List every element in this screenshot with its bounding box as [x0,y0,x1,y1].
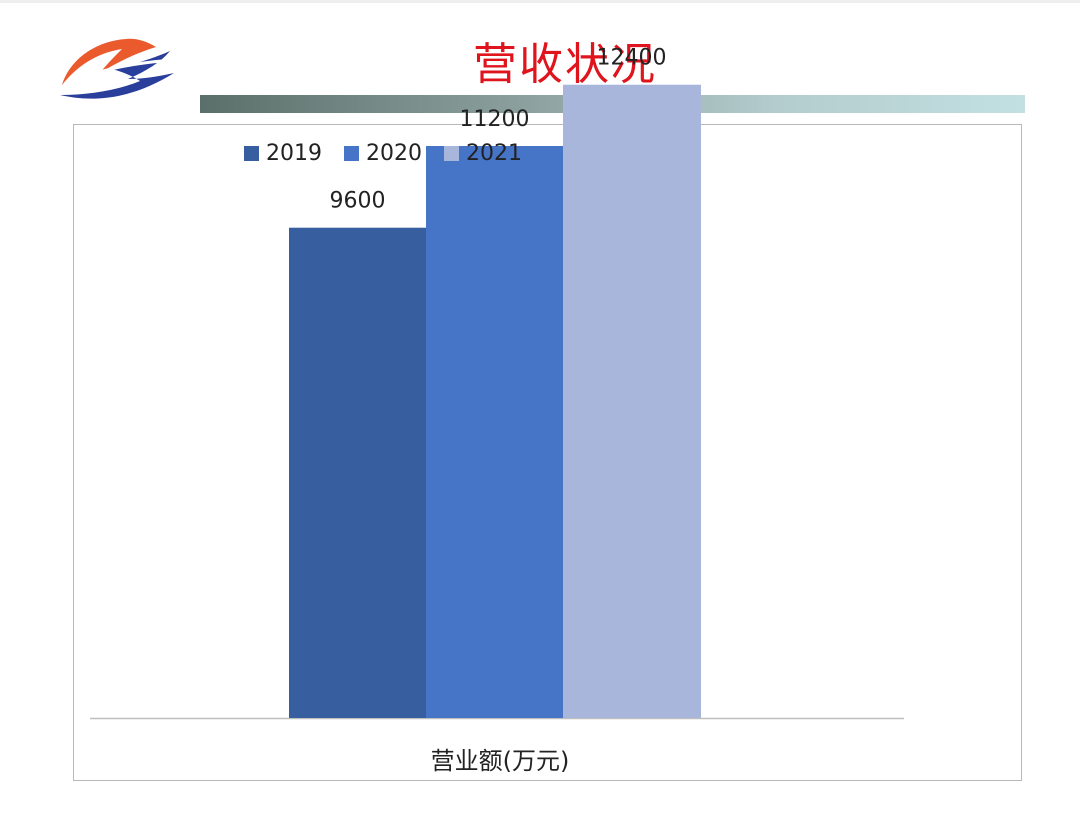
data-label-2019: 9600 [330,189,386,214]
company-logo [60,38,174,99]
data-label-2021: 12400 [597,46,667,71]
legend-item-2020: 2020 [344,141,422,166]
legend-swatch-2021 [444,146,459,161]
legend-swatch-2020 [344,146,359,161]
page-title: 营收状况 [473,39,657,90]
logo-orange-swoosh [62,38,156,85]
legend-item-2021: 2021 [444,141,522,166]
legend-item-2019: 2019 [244,141,322,166]
bar-chart: 9600 11200 12400 [90,46,904,720]
bar-2019 [289,227,427,718]
legend-label-2019: 2019 [266,141,322,166]
chart-legend: 2019 2020 2021 [244,141,544,166]
logo-white-streak [95,59,163,75]
bar-2020 [426,146,564,718]
legend-swatch-2019 [244,146,259,161]
legend-label-2021: 2021 [466,141,522,166]
bar-2021 [563,84,701,718]
data-label-2020: 11200 [460,107,530,132]
legend-label-2020: 2020 [366,141,422,166]
x-axis-label: 营业额(万元) [430,747,570,775]
